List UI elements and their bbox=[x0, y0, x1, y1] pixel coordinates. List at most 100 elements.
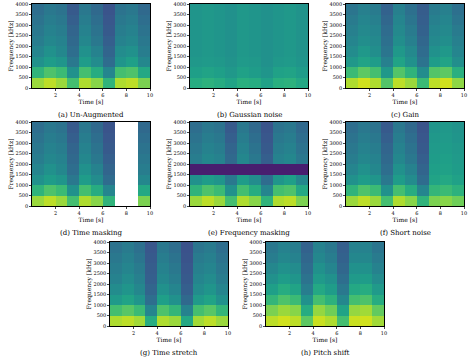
svg-text:3500: 3500 bbox=[15, 129, 28, 135]
svg-text:1000: 1000 bbox=[329, 182, 342, 188]
svg-text:10: 10 bbox=[305, 92, 311, 98]
svg-text:10: 10 bbox=[147, 92, 153, 98]
svg-text:6: 6 bbox=[415, 210, 418, 216]
svg-text:10: 10 bbox=[305, 210, 311, 216]
svg-text:10: 10 bbox=[461, 210, 467, 216]
svg-text:4: 4 bbox=[392, 210, 395, 216]
svg-text:4: 4 bbox=[392, 92, 395, 98]
svg-text:Time [s]: Time [s] bbox=[237, 216, 262, 223]
svg-text:1000: 1000 bbox=[15, 64, 28, 70]
svg-text:4: 4 bbox=[78, 92, 81, 98]
svg-text:1500: 1500 bbox=[249, 291, 262, 297]
svg-text:2: 2 bbox=[54, 92, 57, 98]
svg-text:0: 0 bbox=[25, 85, 28, 91]
svg-text:10: 10 bbox=[225, 330, 231, 336]
svg-text:Time [s]: Time [s] bbox=[79, 216, 104, 223]
svg-text:Frequency [kHz]: Frequency [kHz] bbox=[321, 20, 329, 71]
svg-text:2000: 2000 bbox=[93, 281, 106, 287]
svg-text:2000: 2000 bbox=[173, 161, 186, 167]
svg-text:0: 0 bbox=[103, 323, 106, 329]
svg-text:Frequency [kHz]: Frequency [kHz] bbox=[165, 138, 173, 189]
svg-text:Frequency [kHz]: Frequency [kHz] bbox=[165, 20, 173, 71]
svg-text:4000: 4000 bbox=[15, 119, 28, 125]
svg-text:3000: 3000 bbox=[15, 140, 28, 146]
svg-text:6: 6 bbox=[415, 92, 418, 98]
svg-text:(d) Time masking: (d) Time masking bbox=[60, 229, 122, 237]
svg-text:1000: 1000 bbox=[329, 64, 342, 70]
svg-text:1500: 1500 bbox=[329, 171, 342, 177]
svg-text:2000: 2000 bbox=[15, 43, 28, 49]
svg-text:3500: 3500 bbox=[329, 129, 342, 135]
svg-text:8: 8 bbox=[439, 210, 442, 216]
svg-text:(g) Time stretch: (g) Time stretch bbox=[140, 349, 198, 357]
svg-text:6: 6 bbox=[259, 210, 262, 216]
svg-text:8: 8 bbox=[283, 210, 286, 216]
svg-text:2000: 2000 bbox=[249, 281, 262, 287]
svg-text:2500: 2500 bbox=[249, 270, 262, 276]
svg-text:3500: 3500 bbox=[15, 11, 28, 17]
svg-text:Frequency [kHz]: Frequency [kHz] bbox=[241, 258, 249, 309]
svg-text:Time [s]: Time [s] bbox=[313, 336, 338, 343]
svg-text:2500: 2500 bbox=[15, 150, 28, 156]
svg-text:1500: 1500 bbox=[93, 291, 106, 297]
svg-text:8: 8 bbox=[359, 330, 362, 336]
svg-text:1000: 1000 bbox=[93, 302, 106, 308]
svg-text:0: 0 bbox=[259, 323, 262, 329]
svg-text:1500: 1500 bbox=[15, 171, 28, 177]
svg-text:2000: 2000 bbox=[15, 161, 28, 167]
svg-text:3500: 3500 bbox=[249, 249, 262, 255]
svg-text:6: 6 bbox=[101, 92, 104, 98]
svg-text:0: 0 bbox=[339, 203, 342, 209]
svg-text:4000: 4000 bbox=[173, 1, 186, 7]
svg-text:Frequency [kHz]: Frequency [kHz] bbox=[85, 258, 93, 309]
svg-text:Frequency [kHz]: Frequency [kHz] bbox=[321, 138, 329, 189]
svg-text:2: 2 bbox=[288, 330, 291, 336]
svg-text:4000: 4000 bbox=[173, 119, 186, 125]
svg-text:1000: 1000 bbox=[173, 64, 186, 70]
svg-text:3000: 3000 bbox=[15, 22, 28, 28]
svg-text:(h) Pitch shift: (h) Pitch shift bbox=[301, 349, 350, 357]
svg-text:2000: 2000 bbox=[173, 43, 186, 49]
svg-text:0: 0 bbox=[339, 85, 342, 91]
svg-text:6: 6 bbox=[259, 92, 262, 98]
svg-text:4000: 4000 bbox=[93, 239, 106, 245]
svg-text:2000: 2000 bbox=[329, 43, 342, 49]
svg-text:8: 8 bbox=[203, 330, 206, 336]
svg-text:4: 4 bbox=[236, 210, 239, 216]
svg-text:2: 2 bbox=[212, 210, 215, 216]
svg-text:1500: 1500 bbox=[173, 53, 186, 59]
svg-text:3500: 3500 bbox=[173, 11, 186, 17]
svg-text:8: 8 bbox=[283, 92, 286, 98]
svg-text:0: 0 bbox=[183, 203, 186, 209]
svg-text:3000: 3000 bbox=[329, 140, 342, 146]
svg-text:6: 6 bbox=[179, 330, 182, 336]
svg-text:6: 6 bbox=[101, 210, 104, 216]
svg-text:2: 2 bbox=[212, 92, 215, 98]
svg-text:2500: 2500 bbox=[173, 150, 186, 156]
svg-text:(e) Frequency masking: (e) Frequency masking bbox=[208, 229, 290, 237]
svg-text:2: 2 bbox=[368, 92, 371, 98]
svg-text:10: 10 bbox=[461, 92, 467, 98]
svg-text:Time [s]: Time [s] bbox=[393, 98, 418, 105]
svg-text:8: 8 bbox=[439, 92, 442, 98]
svg-text:500: 500 bbox=[177, 74, 187, 80]
svg-text:1500: 1500 bbox=[173, 171, 186, 177]
svg-text:500: 500 bbox=[177, 192, 187, 198]
svg-text:6: 6 bbox=[335, 330, 338, 336]
svg-text:3000: 3000 bbox=[93, 260, 106, 266]
svg-text:3500: 3500 bbox=[173, 129, 186, 135]
svg-text:500: 500 bbox=[19, 74, 29, 80]
svg-text:1500: 1500 bbox=[329, 53, 342, 59]
svg-text:2500: 2500 bbox=[173, 32, 186, 38]
svg-text:2000: 2000 bbox=[329, 161, 342, 167]
svg-text:500: 500 bbox=[333, 192, 343, 198]
svg-text:10: 10 bbox=[381, 330, 387, 336]
svg-text:(a) Un-Augmented: (a) Un-Augmented bbox=[58, 111, 124, 119]
svg-text:8: 8 bbox=[125, 210, 128, 216]
svg-text:Time [s]: Time [s] bbox=[393, 216, 418, 223]
svg-text:3500: 3500 bbox=[329, 11, 342, 17]
svg-text:0: 0 bbox=[25, 203, 28, 209]
svg-text:3000: 3000 bbox=[249, 260, 262, 266]
svg-text:4000: 4000 bbox=[329, 119, 342, 125]
svg-text:(b) Gaussian noise: (b) Gaussian noise bbox=[217, 111, 282, 119]
